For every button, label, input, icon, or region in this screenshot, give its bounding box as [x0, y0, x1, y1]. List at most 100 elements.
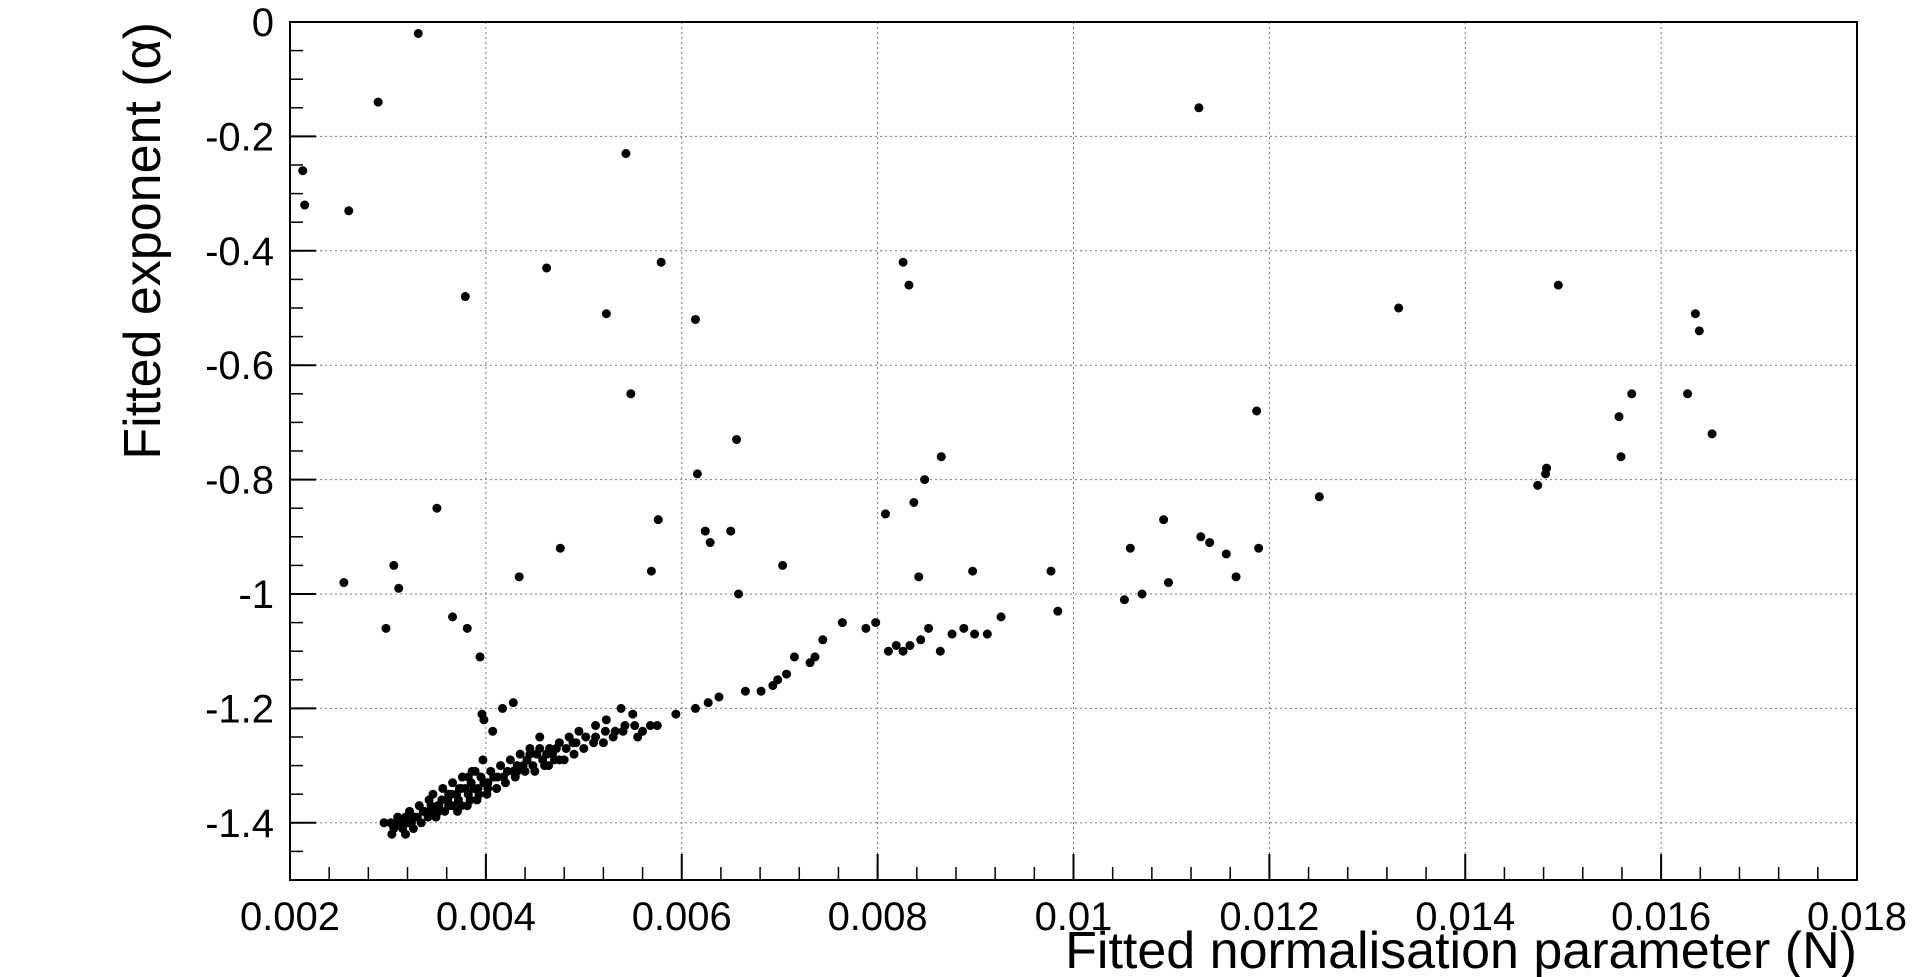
data-point	[344, 206, 354, 216]
data-point	[837, 618, 847, 628]
data-point	[652, 721, 662, 731]
data-point	[968, 566, 978, 576]
data-point	[947, 629, 957, 639]
data-point	[1125, 543, 1135, 553]
data-point	[508, 766, 518, 776]
data-point	[1053, 606, 1063, 616]
data-point	[1694, 326, 1704, 336]
data-point	[1627, 389, 1637, 399]
data-point	[462, 623, 472, 633]
data-point	[498, 703, 508, 713]
data-point	[460, 783, 470, 793]
data-point	[379, 818, 389, 828]
data-point	[626, 389, 636, 399]
data-point	[499, 772, 509, 782]
data-point	[579, 743, 589, 753]
data-point	[905, 640, 915, 650]
data-point	[591, 732, 601, 742]
data-point	[518, 761, 528, 771]
data-point	[571, 738, 581, 748]
y-axis-title: Fitted exponent (α)	[114, 22, 172, 460]
data-point	[703, 698, 713, 708]
data-point	[505, 755, 515, 765]
data-point	[628, 709, 638, 719]
data-point	[959, 623, 969, 633]
data-point	[936, 452, 946, 462]
data-point	[630, 721, 640, 731]
grid-lines	[289, 22, 1858, 880]
x-tick-label: 0.006	[632, 895, 732, 939]
data-point	[547, 749, 557, 759]
data-point	[564, 732, 574, 742]
data-point	[514, 572, 524, 582]
data-point	[574, 726, 584, 736]
y-tick-label: -0.6	[205, 344, 274, 388]
y-tick-label: -0.2	[205, 115, 274, 159]
data-point	[472, 795, 482, 805]
y-tick-label: 0	[252, 1, 274, 45]
y-tick-label: -0.4	[205, 230, 274, 274]
x-tick-label: 0.014	[1415, 895, 1515, 939]
y-tick-label: -0.8	[205, 459, 274, 503]
data-point	[714, 692, 724, 702]
data-point	[1137, 589, 1147, 599]
data-point	[438, 783, 448, 793]
data-point	[1046, 566, 1056, 576]
data-point	[381, 623, 391, 633]
data-point	[569, 749, 579, 759]
data-point	[457, 772, 467, 782]
data-point	[492, 783, 502, 793]
data-point	[460, 292, 470, 302]
data-point	[671, 709, 681, 719]
data-point	[805, 658, 815, 668]
data-point	[406, 818, 416, 828]
data-point	[1553, 280, 1563, 290]
data-point	[732, 435, 742, 445]
data-point	[633, 732, 643, 742]
data-point	[479, 715, 489, 725]
data-point	[412, 812, 422, 822]
data-point	[1205, 538, 1215, 548]
data-points	[298, 28, 1717, 839]
data-point	[880, 509, 890, 519]
data-point	[601, 715, 611, 725]
data-point	[1231, 572, 1241, 582]
data-point	[621, 149, 631, 159]
data-point	[482, 789, 492, 799]
data-point	[467, 766, 477, 776]
data-point	[705, 538, 715, 548]
data-point	[1707, 429, 1717, 439]
x-tick-label: 0.004	[436, 895, 536, 939]
x-tick-labels: 0.002 0.004 0.006 0.008 0.01 0.012 0.014 0.016 0…	[240, 895, 1907, 939]
data-point	[339, 578, 349, 588]
data-point	[690, 703, 700, 713]
y-tick-labels: 0 -0.2 -0.4 -0.6 -0.8 -1 -1.2 -1.4	[205, 1, 274, 846]
data-point	[891, 640, 901, 650]
data-point	[489, 772, 499, 782]
x-tick-label: 0.01	[1035, 895, 1113, 939]
data-point	[904, 280, 914, 290]
data-point	[418, 806, 428, 816]
data-point	[982, 629, 992, 639]
data-point	[883, 646, 893, 656]
data-point	[610, 726, 620, 736]
data-point	[298, 166, 308, 176]
data-point	[488, 726, 498, 736]
data-point	[778, 560, 788, 570]
data-point	[924, 623, 934, 633]
data-point	[653, 515, 663, 525]
data-point	[443, 795, 453, 805]
data-point	[690, 314, 700, 324]
x-tick-label: 0.002	[240, 895, 340, 939]
data-point	[532, 749, 542, 759]
data-point	[389, 824, 399, 834]
data-point	[789, 652, 799, 662]
data-point	[1533, 480, 1543, 490]
data-point	[462, 801, 472, 811]
data-point	[916, 635, 926, 645]
data-point	[861, 623, 871, 633]
data-point	[1542, 463, 1552, 473]
data-point	[600, 726, 610, 736]
data-point	[898, 646, 908, 656]
